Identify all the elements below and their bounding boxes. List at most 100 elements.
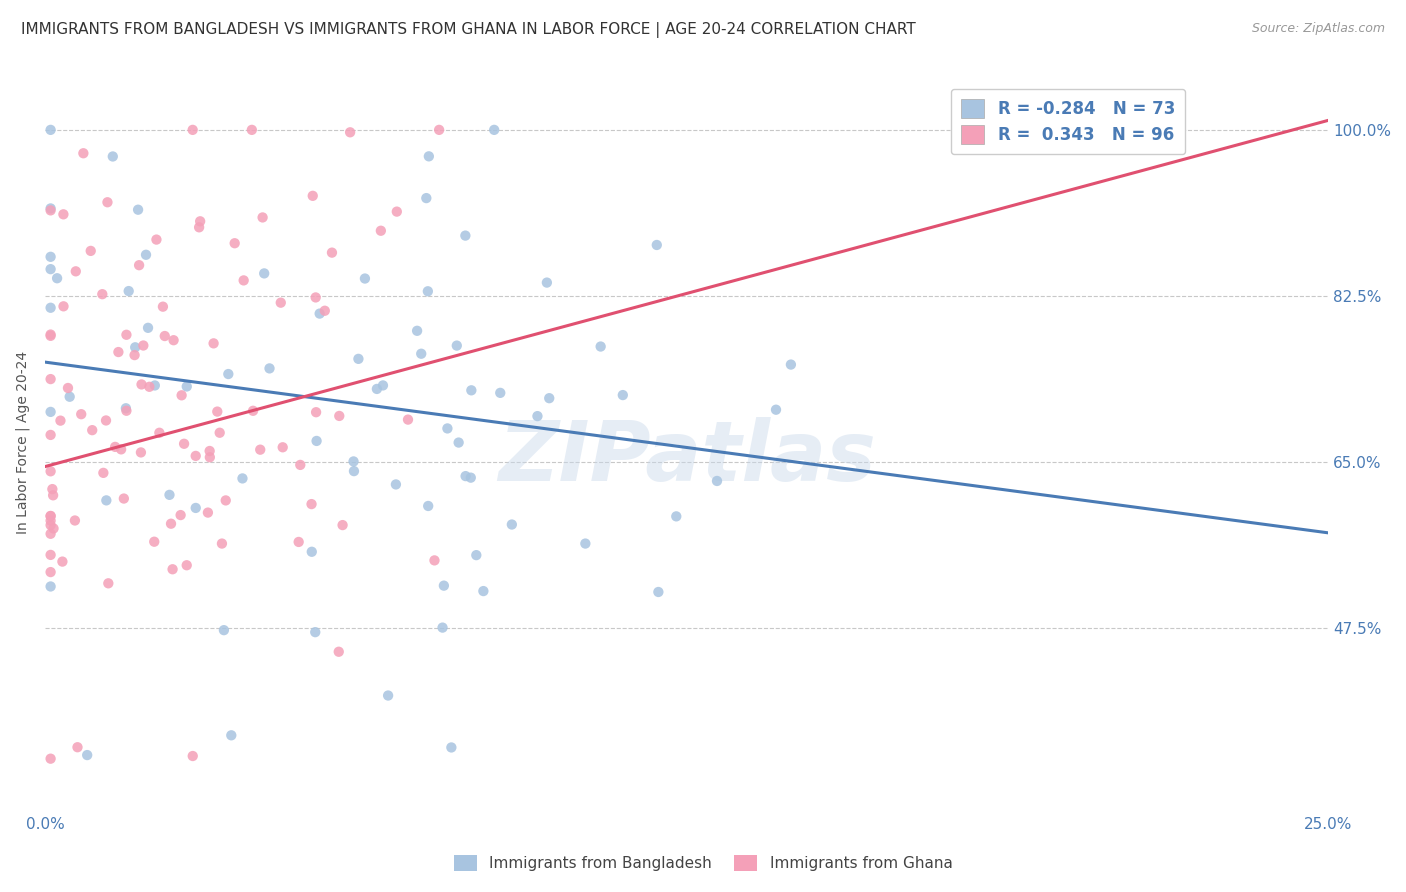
- Point: [93, 466, 115, 480]
- Point: [377, 689, 399, 703]
- Point: [59, 390, 82, 404]
- Point: [536, 276, 558, 290]
- Point: [253, 267, 276, 281]
- Point: [415, 191, 437, 205]
- Point: [97, 576, 120, 591]
- Point: [46, 271, 69, 285]
- Point: [215, 493, 238, 508]
- Point: [447, 435, 470, 450]
- Point: [665, 509, 688, 524]
- Point: [136, 321, 159, 335]
- Point: [224, 236, 246, 251]
- Point: [202, 336, 225, 351]
- Point: [39, 329, 62, 343]
- Point: [135, 248, 157, 262]
- Point: [39, 508, 62, 523]
- Point: [39, 526, 62, 541]
- Point: [526, 409, 548, 423]
- Point: [423, 553, 446, 567]
- Point: [385, 477, 408, 491]
- Point: [647, 585, 669, 599]
- Point: [63, 514, 86, 528]
- Point: [39, 565, 62, 579]
- Point: [418, 149, 440, 163]
- Point: [132, 338, 155, 352]
- Point: [370, 224, 392, 238]
- Point: [432, 621, 454, 635]
- Point: [118, 284, 141, 298]
- Point: [232, 273, 254, 287]
- Point: [112, 491, 135, 506]
- Point: [76, 747, 98, 762]
- Point: [427, 123, 450, 137]
- Point: [212, 623, 235, 637]
- Point: [94, 413, 117, 427]
- Point: [72, 146, 94, 161]
- Point: [107, 345, 129, 359]
- Point: [39, 372, 62, 386]
- Point: [39, 508, 62, 523]
- Point: [65, 264, 87, 278]
- Point: [259, 361, 281, 376]
- Point: [39, 752, 62, 766]
- Point: [482, 123, 505, 137]
- Point: [39, 203, 62, 218]
- Point: [176, 379, 198, 393]
- Point: [49, 414, 72, 428]
- Point: [385, 204, 408, 219]
- Point: [207, 404, 229, 418]
- Point: [436, 421, 458, 435]
- Point: [39, 405, 62, 419]
- Point: [169, 508, 191, 522]
- Point: [271, 440, 294, 454]
- Point: [131, 377, 153, 392]
- Point: [91, 287, 114, 301]
- Point: [342, 454, 364, 468]
- Point: [454, 228, 477, 243]
- Point: [574, 536, 596, 550]
- Point: [39, 514, 62, 528]
- Point: [460, 470, 482, 484]
- Point: [181, 749, 204, 764]
- Point: [159, 488, 181, 502]
- Point: [501, 517, 523, 532]
- Point: [305, 405, 328, 419]
- Point: [314, 303, 336, 318]
- Point: [780, 358, 803, 372]
- Point: [39, 202, 62, 216]
- Point: [41, 482, 63, 496]
- Point: [39, 579, 62, 593]
- Point: [82, 423, 104, 437]
- Point: [39, 262, 62, 277]
- Point: [160, 516, 183, 531]
- Point: [301, 189, 323, 203]
- Point: [39, 327, 62, 342]
- Point: [706, 474, 728, 488]
- Point: [101, 149, 124, 163]
- Point: [129, 445, 152, 459]
- Point: [138, 380, 160, 394]
- Point: [460, 384, 482, 398]
- Point: [80, 244, 103, 258]
- Point: [148, 425, 170, 440]
- Point: [39, 464, 62, 478]
- Point: [198, 450, 221, 465]
- Point: [39, 250, 62, 264]
- Point: [321, 245, 343, 260]
- Point: [440, 740, 463, 755]
- Point: [221, 728, 243, 742]
- Point: [290, 458, 312, 472]
- Point: [305, 434, 328, 448]
- Point: [489, 385, 512, 400]
- Point: [96, 195, 118, 210]
- Point: [115, 327, 138, 342]
- Point: [433, 579, 456, 593]
- Point: [371, 378, 394, 392]
- Point: [39, 518, 62, 533]
- Point: [249, 442, 271, 457]
- Point: [181, 123, 204, 137]
- Point: [418, 499, 440, 513]
- Point: [231, 471, 253, 485]
- Point: [115, 403, 138, 417]
- Point: [208, 425, 231, 440]
